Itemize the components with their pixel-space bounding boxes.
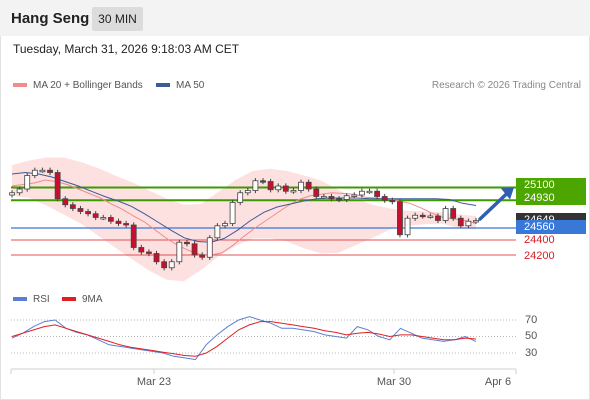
candle-body xyxy=(442,208,449,221)
candle-body xyxy=(359,190,365,196)
candle-body xyxy=(229,202,236,224)
resistance-1-label: 25100 xyxy=(516,178,586,192)
candle-body xyxy=(473,220,479,223)
candle-body xyxy=(320,196,327,199)
candle-body xyxy=(214,225,221,239)
pivot-label: 24560 xyxy=(516,220,586,234)
candle-body xyxy=(397,201,403,236)
candle-body xyxy=(351,194,358,197)
legend-9ma: 9MA xyxy=(62,294,103,305)
candle-body xyxy=(419,214,426,218)
candle-body xyxy=(336,198,342,201)
ma20-swatch xyxy=(13,83,27,88)
candle-body xyxy=(305,181,312,190)
resistance-2-label: 24930 xyxy=(516,191,586,205)
rsi-tick-70: 70 xyxy=(525,314,538,326)
candle-body xyxy=(107,217,114,222)
candle-body xyxy=(168,261,175,269)
rsi-tick-30: 30 xyxy=(525,347,538,359)
x-tick-apr6: Apr 6 xyxy=(484,376,512,388)
candle-body xyxy=(260,180,266,183)
candle-body xyxy=(47,169,53,173)
candle-body xyxy=(100,217,107,220)
legend-rsi: RSI xyxy=(13,294,50,305)
candle-body xyxy=(343,195,350,200)
candle-body xyxy=(237,192,244,203)
candle-body xyxy=(31,169,38,176)
candle-body xyxy=(457,217,464,227)
candle-body xyxy=(39,169,46,173)
candle-body xyxy=(465,220,472,227)
candle-body xyxy=(54,172,61,200)
candle-body xyxy=(275,185,282,191)
rsi-swatch xyxy=(13,297,27,302)
candle-body xyxy=(298,181,304,191)
candle-body xyxy=(290,190,297,193)
candle-body xyxy=(252,180,259,191)
candle-body xyxy=(366,190,373,194)
candle-body xyxy=(313,188,320,197)
rsi-line xyxy=(11,316,477,361)
legend-ma50: MA 50 xyxy=(156,80,204,91)
candle-body xyxy=(153,253,160,263)
candle-body xyxy=(450,208,457,219)
x-tick-mar30: Mar 30 xyxy=(376,376,412,388)
candle-body xyxy=(404,217,411,236)
candle-body xyxy=(244,190,251,194)
copyright-text: Research © 2026 Trading Central xyxy=(431,80,581,91)
candle-body xyxy=(282,185,289,192)
candle-body xyxy=(130,224,137,248)
candle-body xyxy=(412,214,419,219)
candle-body xyxy=(115,220,122,224)
x-tick-mar23: Mar 23 xyxy=(136,376,172,388)
candle-body xyxy=(9,192,15,196)
candle-body xyxy=(176,241,183,263)
9ma-swatch xyxy=(62,297,76,302)
instrument-title: Hang Seng xyxy=(11,10,90,27)
candle-body xyxy=(77,208,84,212)
candle-body xyxy=(62,198,69,206)
candle-body xyxy=(222,223,228,227)
rsi-tick-50: 50 xyxy=(525,330,538,342)
ma20-line xyxy=(11,179,477,256)
projection-arrowhead xyxy=(501,187,514,200)
ma50-line xyxy=(11,171,477,243)
timestamp: Tuesday, March 31, 2026 9:18:03 AM CET xyxy=(13,42,240,56)
timeframe-button[interactable]: 30 MIN xyxy=(92,7,143,31)
legend-ma20-bollinger: MA 20 + Bollinger Bands xyxy=(13,80,143,91)
candle-body xyxy=(206,237,213,258)
candle-body xyxy=(191,243,198,256)
candle-body xyxy=(328,196,335,200)
candle-body xyxy=(184,241,190,245)
candle-body xyxy=(267,181,274,191)
candle-body xyxy=(146,251,152,254)
candle-body xyxy=(16,188,23,194)
support-2-label: 24200 xyxy=(524,250,555,262)
candle-body xyxy=(24,175,31,190)
rsi-9ma-line xyxy=(11,321,477,357)
support-1-label: 24400 xyxy=(524,234,555,246)
projection-arrow xyxy=(478,190,510,221)
candle-body xyxy=(138,247,145,253)
candle-body xyxy=(435,215,441,221)
candle-body xyxy=(161,261,168,269)
candle-body xyxy=(427,215,434,218)
candle-body xyxy=(389,199,396,203)
candle-body xyxy=(374,190,381,197)
header-bar: Hang Seng 30 MIN xyxy=(0,0,590,36)
candle-body xyxy=(92,213,99,218)
candle-body xyxy=(199,254,206,258)
candle-body xyxy=(123,223,129,226)
ma50-swatch xyxy=(156,83,170,88)
candle-body xyxy=(69,204,76,209)
candle-body xyxy=(381,196,388,201)
candle-body xyxy=(85,211,91,215)
